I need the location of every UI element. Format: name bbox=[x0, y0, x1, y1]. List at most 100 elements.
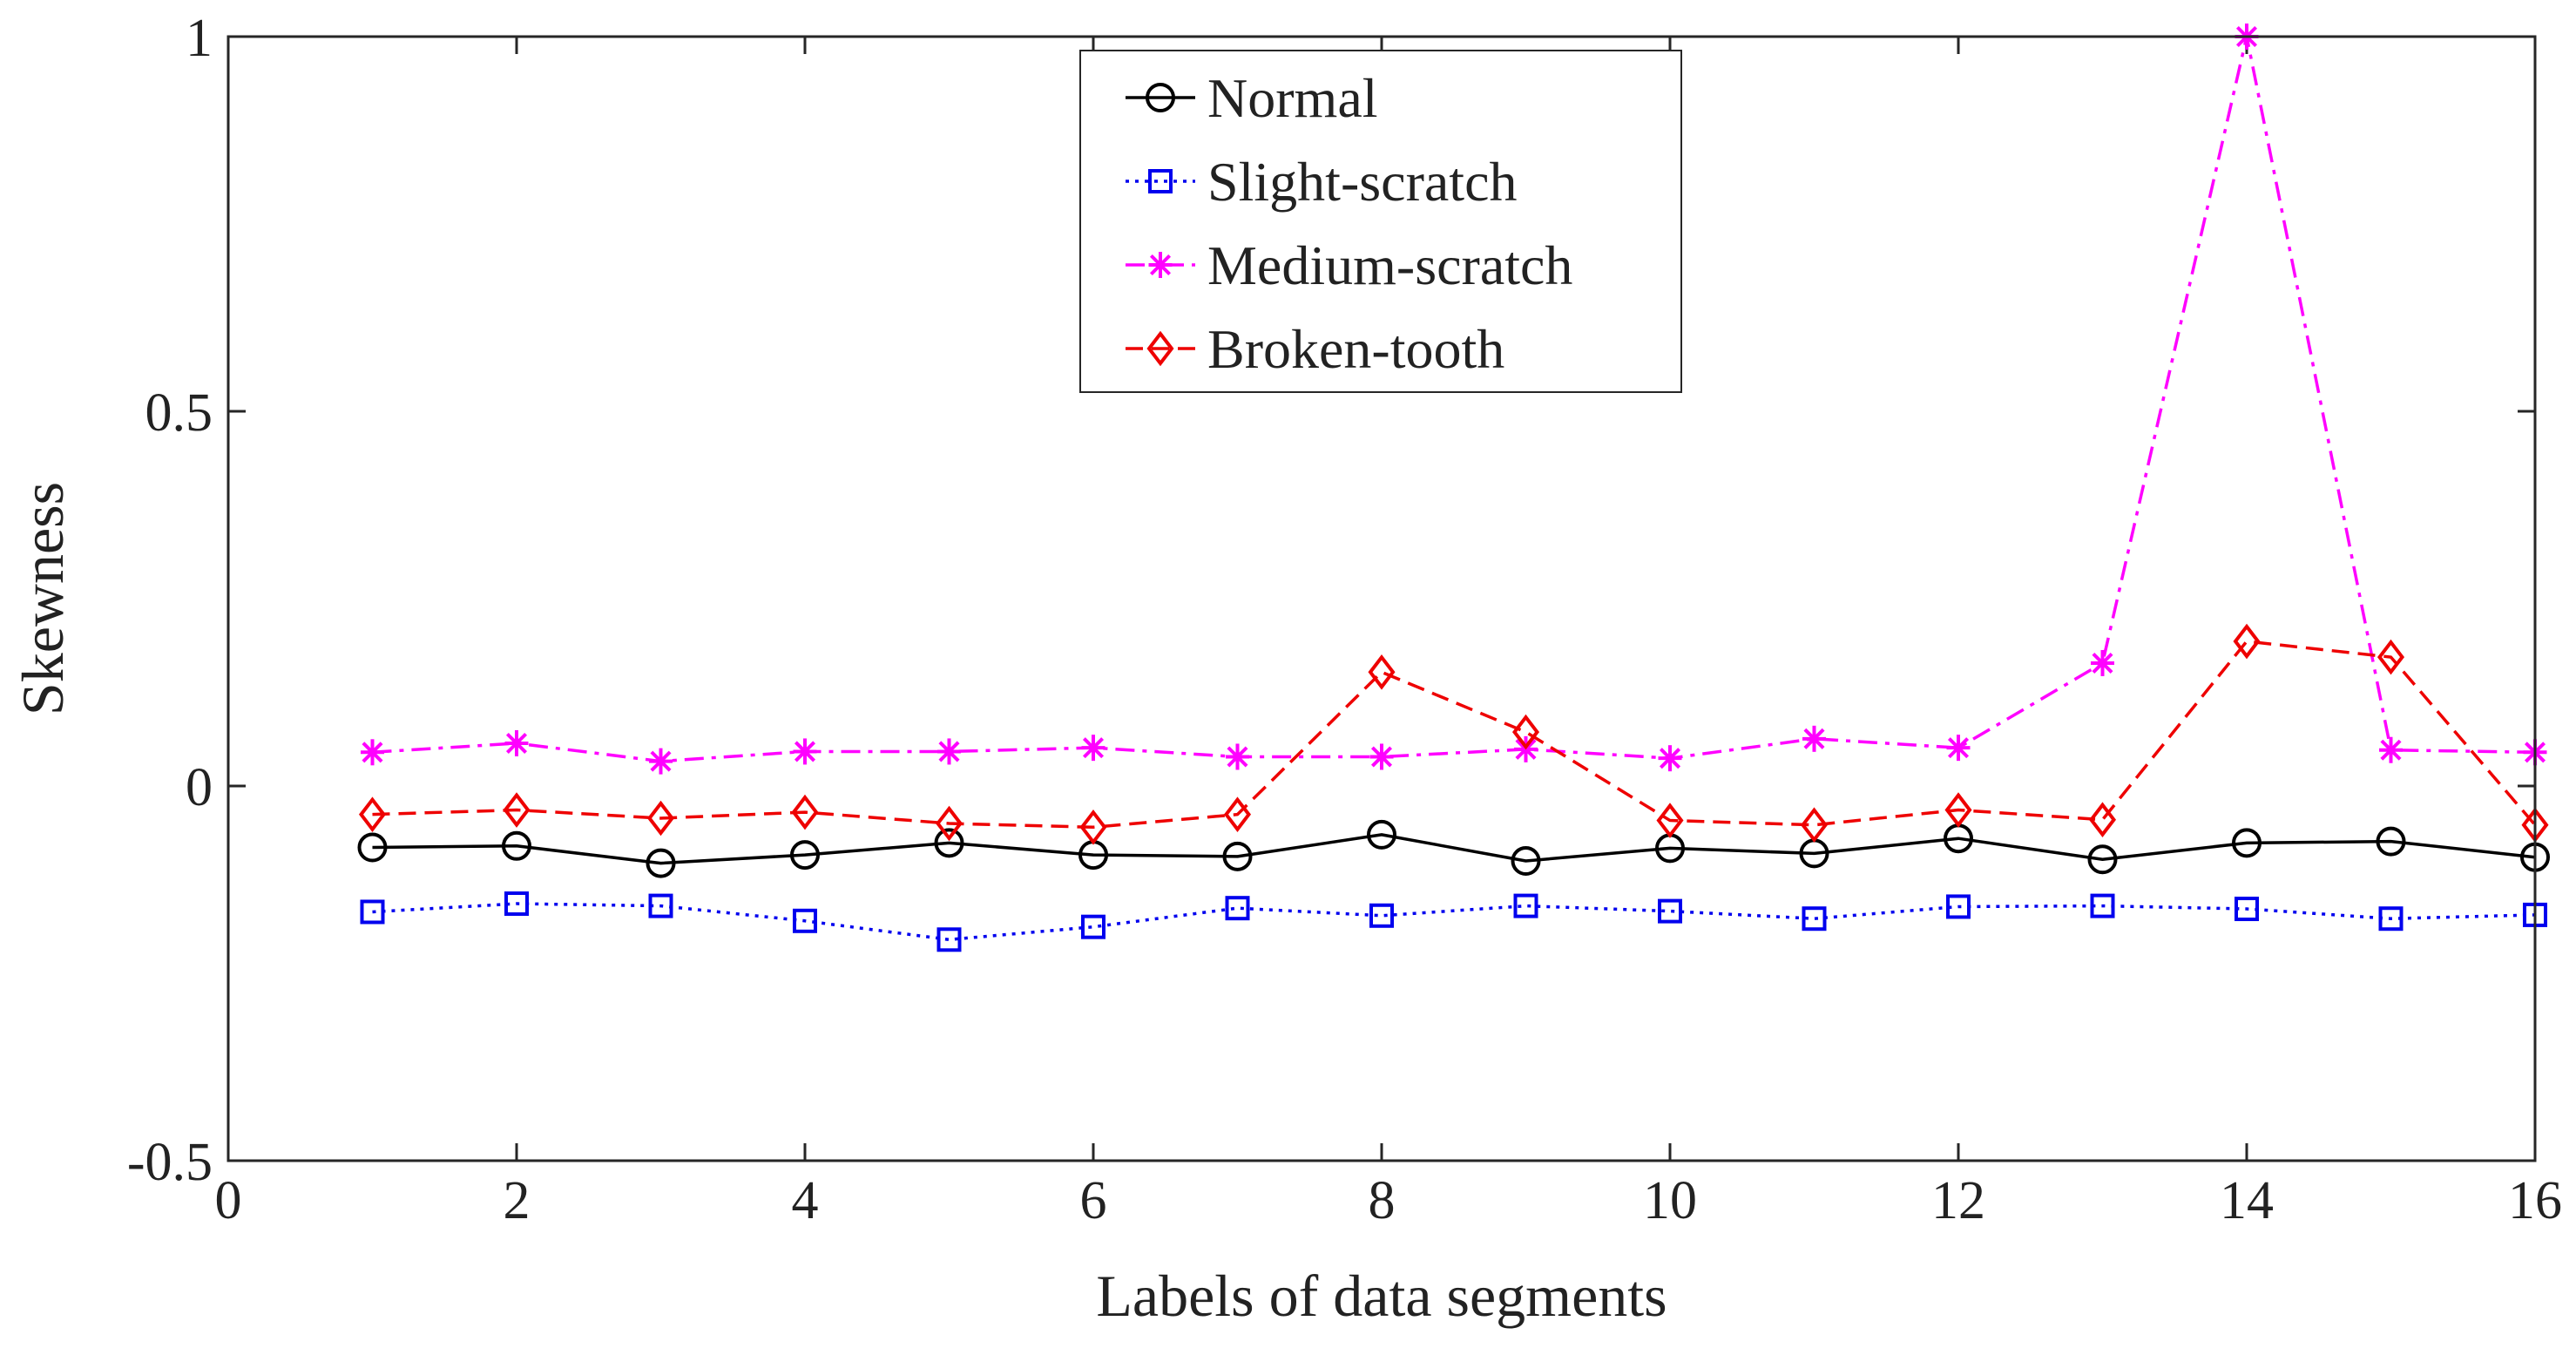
y-tick-label: 0 bbox=[186, 758, 213, 817]
data-point-broken-tooth-15-shape bbox=[2377, 639, 2405, 675]
data-point-broken-tooth-3 bbox=[646, 800, 675, 837]
data-point-slight-scratch-9 bbox=[1513, 893, 1538, 918]
x-tick-label: 4 bbox=[792, 1171, 819, 1230]
y-tick-label: -0.5 bbox=[127, 1133, 213, 1192]
data-point-normal-8-shape bbox=[1367, 819, 1396, 850]
data-point-normal-3-shape bbox=[646, 848, 676, 878]
axes-box bbox=[226, 35, 2537, 1162]
data-point-broken-tooth-4-shape bbox=[791, 794, 819, 830]
data-point-slight-scratch-15-shape bbox=[2378, 906, 2404, 932]
y-tick-label: 0.5 bbox=[145, 383, 213, 443]
series-broken-tooth bbox=[358, 623, 2549, 845]
data-point-medium-scratch-2 bbox=[504, 729, 529, 756]
data-point-medium-scratch-5 bbox=[937, 738, 961, 765]
legend-box bbox=[1079, 50, 1682, 393]
data-point-slight-scratch-13 bbox=[2090, 893, 2115, 918]
data-point-normal-2 bbox=[502, 830, 531, 861]
series-line-normal bbox=[372, 833, 2536, 865]
data-point-broken-tooth-12-shape bbox=[1944, 792, 1972, 828]
legend-entry-slight-scratch: Slight-scratch bbox=[1126, 151, 1517, 213]
data-point-slight-scratch-6 bbox=[1081, 914, 1105, 939]
data-point-normal-7-shape bbox=[1222, 841, 1253, 871]
x-tick-label: 2 bbox=[504, 1171, 531, 1230]
data-point-broken-tooth-8 bbox=[1368, 654, 1396, 690]
data-point-slight-scratch-5-shape bbox=[936, 927, 962, 952]
data-point-medium-scratch-7 bbox=[1226, 743, 1249, 770]
data-point-broken-tooth-3-shape bbox=[646, 800, 675, 837]
data-point-broken-tooth-14-shape bbox=[2233, 623, 2261, 660]
x-tick-label: 8 bbox=[1369, 1171, 1396, 1230]
data-point-broken-tooth-15 bbox=[2377, 639, 2405, 675]
legend: Normal Slight-scratch Medium-scratch Broken… bbox=[1079, 50, 1682, 393]
legend-entry-normal: Normal bbox=[1126, 67, 1378, 129]
data-point-slight-scratch-4 bbox=[793, 908, 817, 933]
y-tick-label: 1 bbox=[186, 9, 213, 68]
legend-marker-medium-scratch bbox=[1148, 252, 1173, 278]
data-point-broken-tooth-6 bbox=[1079, 810, 1107, 845]
x-tick-label: 14 bbox=[2220, 1171, 2274, 1230]
data-point-slight-scratch-7 bbox=[1225, 896, 1250, 921]
data-point-slight-scratch-15 bbox=[2378, 906, 2404, 932]
data-point-slight-scratch-13-shape bbox=[2090, 893, 2115, 918]
data-point-slight-scratch-3-shape bbox=[648, 893, 673, 918]
data-point-broken-tooth-5-shape bbox=[935, 805, 963, 842]
data-point-broken-tooth-6-shape bbox=[1079, 810, 1107, 845]
legend-label-broken-tooth: Broken-tooth bbox=[1207, 318, 1504, 380]
series-line-broken-tooth bbox=[372, 640, 2537, 830]
data-point-slight-scratch-9-shape bbox=[1513, 893, 1538, 918]
data-point-normal-4-shape bbox=[790, 840, 820, 871]
data-point-broken-tooth-10 bbox=[1656, 803, 1684, 838]
series-line-slight-scratch bbox=[372, 902, 2536, 942]
data-point-slight-scratch-11-shape bbox=[1802, 906, 1827, 932]
x-tick-label: 0 bbox=[215, 1171, 242, 1230]
x-tick-label: 10 bbox=[1643, 1171, 1697, 1230]
data-point-broken-tooth-4 bbox=[791, 794, 819, 830]
legend-label-medium-scratch: Medium-scratch bbox=[1207, 234, 1572, 296]
data-point-broken-tooth-9 bbox=[1511, 714, 1540, 750]
data-point-slight-scratch-10 bbox=[1658, 898, 1682, 924]
legend-marker-slight-scratch bbox=[1148, 169, 1173, 193]
legend-marker-broken-tooth-shape bbox=[1146, 330, 1174, 367]
data-point-broken-tooth-13-shape bbox=[2088, 802, 2117, 837]
data-point-broken-tooth-1-shape bbox=[358, 796, 387, 832]
legend-label-normal: Normal bbox=[1207, 67, 1378, 129]
data-point-slight-scratch-3 bbox=[648, 893, 673, 918]
data-point-broken-tooth-13 bbox=[2088, 802, 2117, 837]
series-slight-scratch bbox=[360, 891, 2547, 952]
data-point-normal-1-shape bbox=[357, 832, 388, 863]
y-ticks: -0.5 0 0.5 1 bbox=[127, 9, 2535, 1192]
y-axis-label: Skewness bbox=[10, 482, 76, 715]
data-point-broken-tooth-8-shape bbox=[1368, 654, 1396, 690]
x-axis-label: Labels of data segments bbox=[1096, 1263, 1667, 1329]
data-point-normal-14-shape bbox=[2232, 828, 2262, 858]
series-layer bbox=[357, 24, 2550, 952]
data-point-slight-scratch-11 bbox=[1802, 906, 1827, 932]
series-medium-scratch bbox=[361, 24, 2547, 775]
data-point-normal-9 bbox=[1511, 846, 1541, 876]
data-point-normal-13-shape bbox=[2087, 844, 2118, 875]
data-point-slight-scratch-14-shape bbox=[2235, 897, 2259, 922]
legend-marker-broken-tooth bbox=[1146, 330, 1174, 367]
data-point-broken-tooth-12 bbox=[1944, 792, 1972, 828]
data-point-normal-9-shape bbox=[1511, 846, 1541, 876]
data-point-normal-3 bbox=[646, 848, 676, 878]
data-point-slight-scratch-12 bbox=[1946, 894, 1971, 919]
data-point-medium-scratch-11 bbox=[1802, 725, 1826, 752]
data-point-normal-7 bbox=[1222, 841, 1253, 871]
data-point-slight-scratch-14 bbox=[2235, 897, 2259, 922]
x-tick-label: 12 bbox=[1931, 1171, 1985, 1230]
x-tick-label: 16 bbox=[2508, 1171, 2562, 1230]
data-point-normal-15-shape bbox=[2376, 826, 2406, 857]
data-point-slight-scratch-4-shape bbox=[793, 908, 817, 933]
data-point-slight-scratch-8 bbox=[1369, 903, 1394, 928]
data-point-broken-tooth-5 bbox=[935, 805, 963, 842]
data-point-medium-scratch-15 bbox=[2379, 736, 2403, 763]
data-point-medium-scratch-10 bbox=[1658, 745, 1682, 772]
data-point-broken-tooth-11-shape bbox=[1800, 807, 1829, 843]
data-point-medium-scratch-6 bbox=[1081, 735, 1105, 762]
data-point-normal-15 bbox=[2376, 826, 2406, 857]
legend-entry-medium-scratch: Medium-scratch bbox=[1126, 234, 1572, 296]
data-point-broken-tooth-10-shape bbox=[1656, 803, 1684, 838]
data-point-normal-8 bbox=[1367, 819, 1396, 850]
